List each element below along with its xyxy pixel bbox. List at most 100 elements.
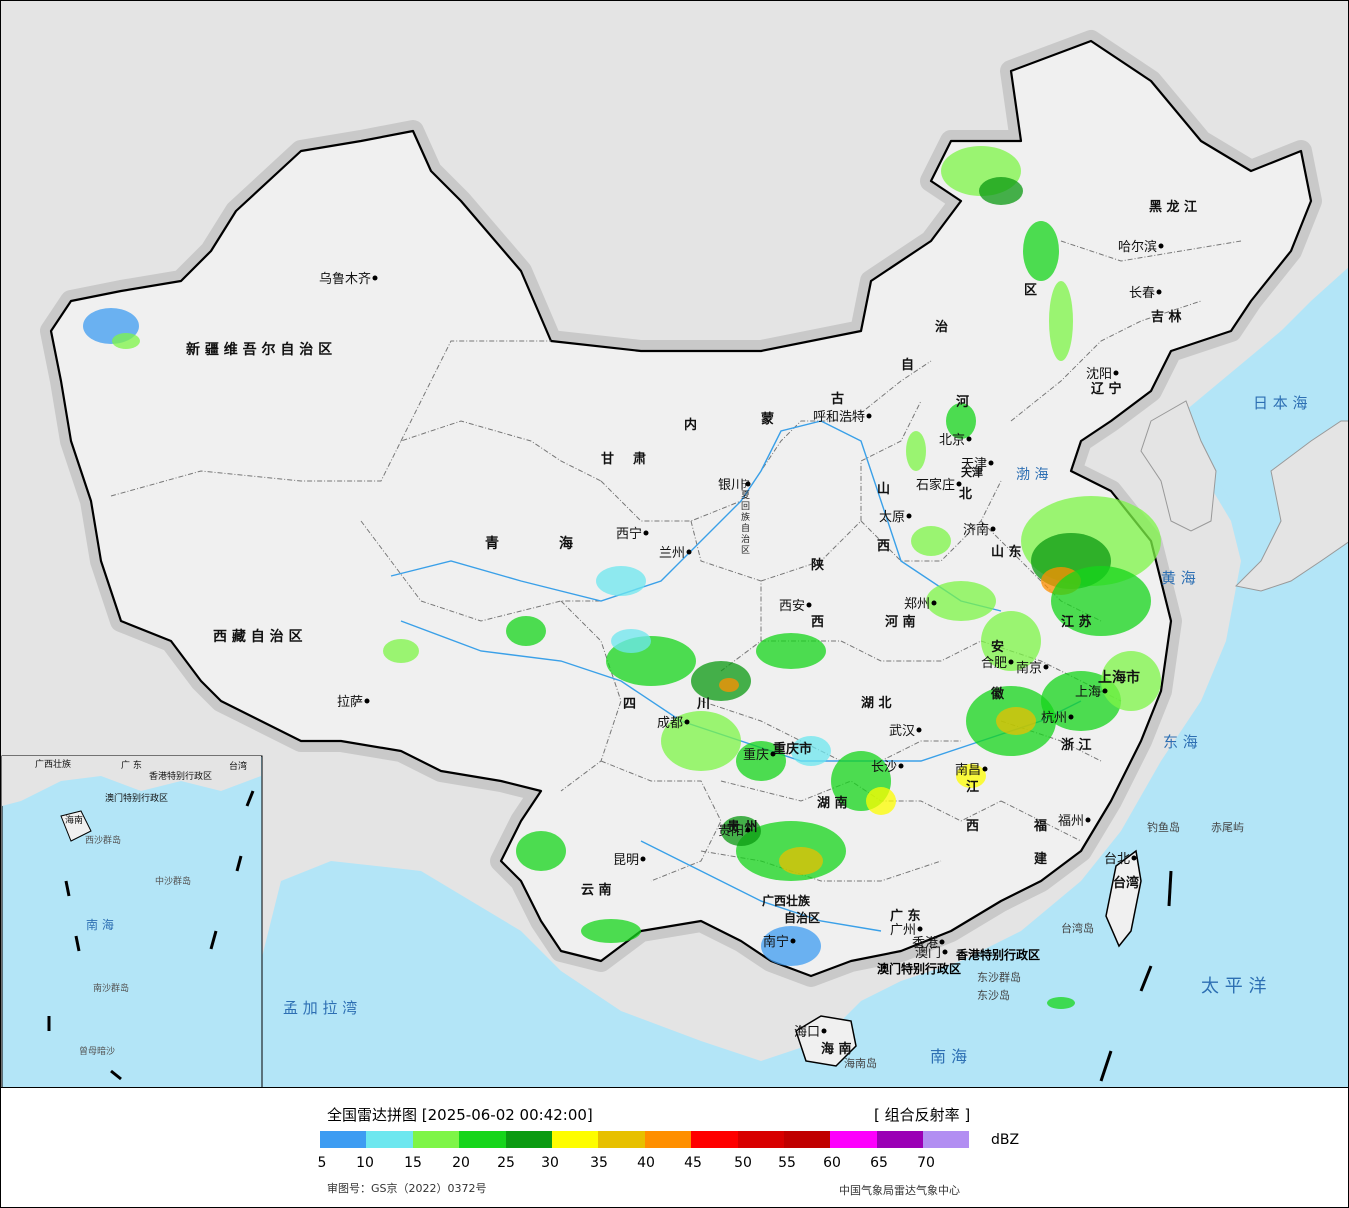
scale-swatch-60 bbox=[830, 1131, 877, 1148]
city-marker bbox=[364, 698, 370, 704]
city-label-changsha: 长沙 bbox=[871, 760, 897, 775]
province-label-ningxia-char: 治 bbox=[741, 533, 750, 545]
radar-echo bbox=[1051, 566, 1151, 636]
city-marker bbox=[1102, 688, 1108, 694]
province-label-xinjiang: 新 疆 维 吾 尔 自 治 区 bbox=[186, 341, 332, 358]
city-label-zhengzhou: 郑州 bbox=[904, 597, 930, 612]
city-label-hangzhou: 杭州 bbox=[1041, 711, 1067, 726]
city-marker bbox=[966, 436, 972, 442]
province-label-shanxi-1: 山 bbox=[877, 481, 890, 497]
city-marker bbox=[1068, 714, 1074, 720]
city-marker bbox=[916, 727, 922, 733]
city-marker bbox=[982, 766, 988, 772]
province-label-shandong: 山 东 bbox=[991, 544, 1022, 560]
radar-echo bbox=[1041, 671, 1121, 731]
scale-swatch-65 bbox=[876, 1131, 924, 1148]
province-label-ningxia-char: 夏 bbox=[741, 490, 750, 501]
city-label-changchun: 长春 bbox=[1129, 286, 1155, 301]
radar-echo bbox=[736, 741, 786, 781]
city-marker bbox=[372, 275, 378, 281]
province-label-hubei: 湖 北 bbox=[861, 696, 892, 711]
province-label-jiangxi-2: 西 bbox=[966, 819, 979, 834]
city-label-hohhot: 呼和浩特 bbox=[813, 410, 865, 425]
city-label-nanning: 南宁 bbox=[763, 934, 789, 950]
province-label-sichuan-2: 川 bbox=[696, 697, 710, 712]
radar-echo bbox=[383, 639, 419, 663]
radar-echo bbox=[906, 431, 926, 471]
radar-echo bbox=[581, 919, 641, 943]
city-marker bbox=[1158, 243, 1164, 249]
province-label-jilin: 吉 林 bbox=[1151, 309, 1182, 325]
inset-label-inset-macau: 澳门特别行政区 bbox=[105, 792, 168, 804]
province-label-neimenggu-1: 内 bbox=[684, 417, 697, 433]
province-label-qinghai-1: 青 bbox=[485, 535, 499, 552]
radar-echo bbox=[981, 611, 1041, 671]
city-label-shijiazhuang: 石家庄 bbox=[916, 477, 955, 493]
city-marker bbox=[821, 1028, 827, 1034]
province-label-heilongjiang: 黑 龙 江 bbox=[1149, 199, 1197, 215]
radar-echo bbox=[719, 678, 739, 692]
sea-label-taiwan-island: 台湾岛 bbox=[1061, 921, 1094, 935]
city-label-taipei: 台北 bbox=[1104, 852, 1130, 867]
city-label-shanghai-city: 上海 bbox=[1075, 685, 1101, 700]
korea-land bbox=[1140, 400, 1217, 532]
sea-label-bengal: 孟 加 拉 湾 bbox=[283, 999, 357, 1017]
city-label-tianjin-city: 天津 bbox=[961, 457, 987, 472]
radar-echo bbox=[1047, 997, 1075, 1009]
radar-echo bbox=[1023, 221, 1059, 281]
province-label-neimenggu-5: 治 bbox=[935, 319, 948, 335]
radar-echo bbox=[112, 333, 140, 349]
scale-swatch-35 bbox=[598, 1131, 645, 1148]
province-label-neimenggu-2: 蒙 bbox=[761, 411, 774, 427]
city-label-wuhan: 武汉 bbox=[889, 724, 915, 739]
nine-dash-line bbox=[1099, 870, 1173, 1082]
hainan-island-shape bbox=[795, 1015, 857, 1067]
city-marker bbox=[931, 600, 937, 606]
city-label-haikou: 海口 bbox=[794, 1025, 820, 1040]
radar-echo bbox=[661, 711, 741, 771]
radar-echo bbox=[611, 629, 651, 653]
province-label-guangdong: 广 东 bbox=[890, 908, 921, 924]
radar-echo bbox=[756, 633, 826, 669]
radar-echo bbox=[779, 847, 823, 875]
radar-echo bbox=[996, 707, 1036, 735]
city-label-hefei: 合肥 bbox=[981, 656, 1007, 671]
province-label-shanghai: 上海市 bbox=[1098, 669, 1140, 686]
province-label-yunnan: 云 南 bbox=[581, 882, 612, 898]
province-label-sichuan-1: 四 bbox=[623, 697, 636, 712]
province-label-jiangxi-1: 江 bbox=[966, 779, 979, 795]
city-marker bbox=[866, 413, 872, 419]
radar-mosaic-map[interactable]: 新 疆 维 吾 尔 自 治 区西 藏 自 治 区青海甘肃内蒙古自治区黑 龙 江吉… bbox=[0, 0, 1349, 1088]
city-marker bbox=[1156, 289, 1162, 295]
city-label-xian: 西安 bbox=[779, 599, 805, 614]
province-label-hainan: 海 南 bbox=[821, 1041, 852, 1057]
color-scale-ticks: 5 10 15 20 25 30 35 40 45 50 55 60 65 70 bbox=[301, 1155, 1001, 1173]
city-label-harbin: 哈尔滨 bbox=[1118, 239, 1157, 255]
data-source: 中国气象局雷达气象中心 bbox=[839, 1184, 960, 1197]
radar-echoes bbox=[83, 146, 1161, 1009]
japan-land bbox=[1234, 420, 1348, 592]
city-label-nanchang: 南昌 bbox=[955, 762, 981, 778]
province-label-neimenggu-6: 区 bbox=[1024, 283, 1037, 298]
city-marker bbox=[956, 481, 962, 487]
city-marker bbox=[770, 751, 776, 757]
province-label-hebei-1: 河 bbox=[956, 394, 969, 410]
province-label-gansu-1: 甘 bbox=[601, 451, 614, 467]
radar-echo bbox=[911, 526, 951, 556]
province-label-henan: 河 南 bbox=[885, 614, 916, 630]
city-label-beijing: 北京 bbox=[939, 433, 965, 448]
scale-tick: 50 bbox=[734, 1155, 752, 1171]
city-marker bbox=[1113, 370, 1119, 376]
sea-label-bohai: 渤 海 bbox=[1016, 467, 1048, 483]
province-label-fujian-2: 建 bbox=[1034, 851, 1047, 867]
city-label-lanzhou: 兰州 bbox=[659, 546, 685, 561]
city-marker bbox=[640, 856, 646, 862]
sea-label-nanhai: 南 海 bbox=[930, 1047, 967, 1066]
scale-tick: 5 bbox=[317, 1155, 327, 1171]
scale-tick: 55 bbox=[778, 1155, 796, 1171]
city-label-xining: 西宁 bbox=[616, 526, 642, 542]
city-label-nanjing: 南京 bbox=[1016, 660, 1042, 676]
city-label-yinchuan: 银川 bbox=[718, 478, 744, 493]
city-label-urumqi: 乌鲁木齐 bbox=[319, 271, 371, 287]
city-marker bbox=[686, 549, 692, 555]
